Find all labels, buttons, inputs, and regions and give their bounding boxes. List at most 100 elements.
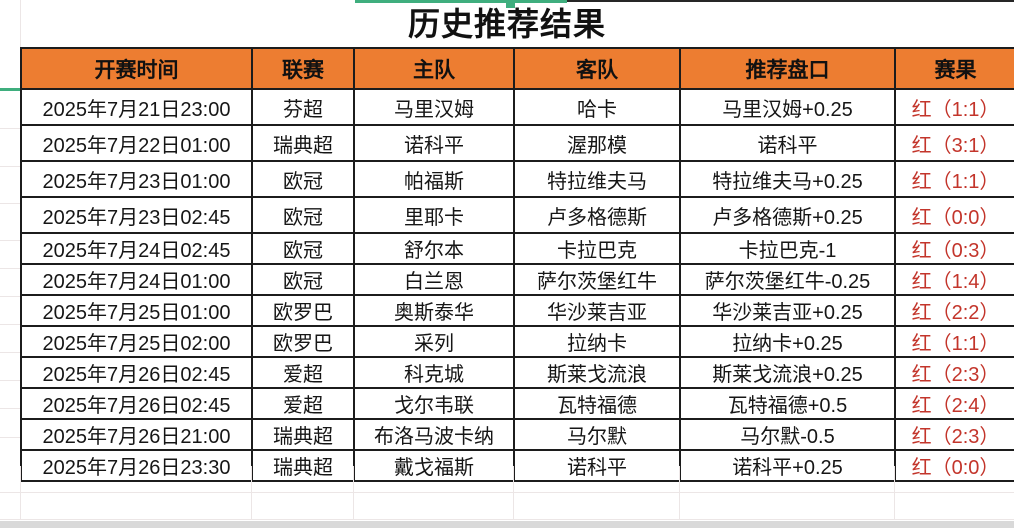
- cell-handicap[interactable]: 华沙莱吉亚+0.25: [679, 294, 896, 327]
- cell-result[interactable]: 红（1:1）: [894, 88, 1014, 126]
- cell-result[interactable]: 红（2:3）: [894, 356, 1014, 389]
- table-row: 2025年7月25日01:00 欧罗巴 奥斯泰华 华沙莱吉亚 华沙莱吉亚+0.25 红（2…: [20, 294, 1014, 327]
- gridline: [0, 437, 20, 438]
- cell-league[interactable]: 爱超: [251, 356, 355, 389]
- cell-league[interactable]: 欧罗巴: [251, 294, 355, 327]
- cell-away[interactable]: 斯莱戈流浪: [513, 356, 681, 389]
- cell-home[interactable]: 马里汉姆: [353, 88, 515, 126]
- cell-time[interactable]: 2025年7月22日01:00: [20, 124, 253, 162]
- cell-league[interactable]: 瑞典超: [251, 449, 355, 482]
- table-row: 2025年7月23日01:00 欧冠 帕福斯 特拉维夫马 特拉维夫马+0.25 红（1:1…: [20, 160, 1014, 198]
- cell-league[interactable]: 瑞典超: [251, 418, 355, 451]
- cell-away[interactable]: 马尔默: [513, 418, 681, 451]
- cell-time[interactable]: 2025年7月21日23:00: [20, 88, 253, 126]
- cell-result[interactable]: 红（2:2）: [894, 294, 1014, 327]
- cell-handicap[interactable]: 拉纳卡+0.25: [679, 325, 896, 358]
- cell-result[interactable]: 红（0:0）: [894, 196, 1014, 234]
- cell-result[interactable]: 红（3:1）: [894, 124, 1014, 162]
- cell-result[interactable]: 红（2:3）: [894, 418, 1014, 451]
- cell-away[interactable]: 特拉维夫马: [513, 160, 681, 198]
- cell-time[interactable]: 2025年7月25日01:00: [20, 294, 253, 327]
- header-row: 开赛时间 联赛 主队 客队 推荐盘口 赛果: [20, 47, 1014, 90]
- cell-home[interactable]: 帕福斯: [353, 160, 515, 198]
- cell-result[interactable]: 红（0:0）: [894, 449, 1014, 482]
- cell-away[interactable]: 卢多格德斯: [513, 196, 681, 234]
- cell-away[interactable]: 萨尔茨堡红牛: [513, 263, 681, 296]
- cell-home[interactable]: 采列: [353, 325, 515, 358]
- cell-time[interactable]: 2025年7月26日23:30: [20, 449, 253, 482]
- cell-home[interactable]: 里耶卡: [353, 196, 515, 234]
- sheet-title: 历史推荐结果: [407, 6, 606, 42]
- cell-league[interactable]: 瑞典超: [251, 124, 355, 162]
- cell-league[interactable]: 欧冠: [251, 196, 355, 234]
- cell-home[interactable]: 诺科平: [353, 124, 515, 162]
- top-edge-line: [567, 0, 1014, 2]
- col-header-handicap[interactable]: 推荐盘口: [679, 47, 896, 90]
- cell-time[interactable]: 2025年7月24日02:45: [20, 232, 253, 265]
- cell-result[interactable]: 红（1:4）: [894, 263, 1014, 296]
- cell-handicap[interactable]: 卢多格德斯+0.25: [679, 196, 896, 234]
- table-row: 2025年7月24日01:00 欧冠 白兰恩 萨尔茨堡红牛 萨尔茨堡红牛-0.25 红（1…: [20, 263, 1014, 296]
- cell-time[interactable]: 2025年7月26日21:00: [20, 418, 253, 451]
- cell-result[interactable]: 红（0:3）: [894, 232, 1014, 265]
- cell-time[interactable]: 2025年7月23日01:00: [20, 160, 253, 198]
- cell-handicap[interactable]: 卡拉巴克-1: [679, 232, 896, 265]
- cell-home[interactable]: 戴戈福斯: [353, 449, 515, 482]
- cell-league[interactable]: 芬超: [251, 88, 355, 126]
- cell-time[interactable]: 2025年7月26日02:45: [20, 387, 253, 420]
- cell-home[interactable]: 白兰恩: [353, 263, 515, 296]
- cell-result[interactable]: 红（1:1）: [894, 325, 1014, 358]
- results-table: 开赛时间 联赛 主队 客队 推荐盘口 赛果 2025年7月21日23:00 芬超 马里汉姆 哈卡…: [20, 47, 1014, 482]
- cell-away[interactable]: 华沙莱吉亚: [513, 294, 681, 327]
- col-header-time[interactable]: 开赛时间: [20, 47, 253, 90]
- cell-handicap[interactable]: 马里汉姆+0.25: [679, 88, 896, 126]
- cell-league[interactable]: 爱超: [251, 387, 355, 420]
- table-row: 2025年7月22日01:00 瑞典超 诺科平 渥那模 诺科平 红（3:1）: [20, 124, 1014, 162]
- cell-home[interactable]: 布洛马波卡纳: [353, 418, 515, 451]
- cell-handicap[interactable]: 瓦特福德+0.5: [679, 387, 896, 420]
- cell-away[interactable]: 哈卡: [513, 88, 681, 126]
- table-row: 2025年7月24日02:45 欧冠 舒尔本 卡拉巴克 卡拉巴克-1 红（0:3）: [20, 232, 1014, 265]
- cell-time[interactable]: 2025年7月23日02:45: [20, 196, 253, 234]
- col-header-home[interactable]: 主队: [353, 47, 515, 90]
- col-header-result[interactable]: 赛果: [894, 47, 1014, 90]
- col-header-away[interactable]: 客队: [513, 47, 681, 90]
- cell-away[interactable]: 诺科平: [513, 449, 681, 482]
- cell-league[interactable]: 欧冠: [251, 232, 355, 265]
- cell-away[interactable]: 卡拉巴克: [513, 232, 681, 265]
- cell-handicap[interactable]: 马尔默-0.5: [679, 418, 896, 451]
- cell-handicap[interactable]: 诺科平: [679, 124, 896, 162]
- col-header-league[interactable]: 联赛: [251, 47, 355, 90]
- gridline: [0, 203, 20, 204]
- cell-handicap[interactable]: 萨尔茨堡红牛-0.25: [679, 263, 896, 296]
- cell-home[interactable]: 戈尔韦联: [353, 387, 515, 420]
- table-row: 2025年7月26日02:45 爱超 戈尔韦联 瓦特福德 瓦特福德+0.5 红（2:4）: [20, 387, 1014, 420]
- cell-away[interactable]: 瓦特福德: [513, 387, 681, 420]
- cell-league[interactable]: 欧冠: [251, 263, 355, 296]
- cell-handicap[interactable]: 斯莱戈流浪+0.25: [679, 356, 896, 389]
- cell-home[interactable]: 舒尔本: [353, 232, 515, 265]
- gridline: [0, 296, 20, 297]
- cell-away[interactable]: 渥那模: [513, 124, 681, 162]
- cell-handicap[interactable]: 特拉维夫马+0.25: [679, 160, 896, 198]
- cell-handicap[interactable]: 诺科平+0.25: [679, 449, 896, 482]
- selection-accent-top: [355, 0, 567, 3]
- gridline: [0, 352, 20, 353]
- cell-league[interactable]: 欧冠: [251, 160, 355, 198]
- gridline: [0, 128, 20, 129]
- cell-home[interactable]: 科克城: [353, 356, 515, 389]
- cell-result[interactable]: 红（2:4）: [894, 387, 1014, 420]
- table-row: 2025年7月25日02:00 欧罗巴 采列 拉纳卡 拉纳卡+0.25 红（1:1）: [20, 325, 1014, 358]
- gridline: [0, 492, 1014, 493]
- cell-time[interactable]: 2025年7月24日01:00: [20, 263, 253, 296]
- cell-league[interactable]: 欧罗巴: [251, 325, 355, 358]
- cell-home[interactable]: 奥斯泰华: [353, 294, 515, 327]
- cell-time[interactable]: 2025年7月26日02:45: [20, 356, 253, 389]
- cell-away[interactable]: 拉纳卡: [513, 325, 681, 358]
- gridline: [0, 268, 20, 269]
- gridline: [0, 166, 20, 167]
- cell-result[interactable]: 红（1:1）: [894, 160, 1014, 198]
- bottom-gray-strip: [0, 521, 1014, 528]
- cell-time[interactable]: 2025年7月25日02:00: [20, 325, 253, 358]
